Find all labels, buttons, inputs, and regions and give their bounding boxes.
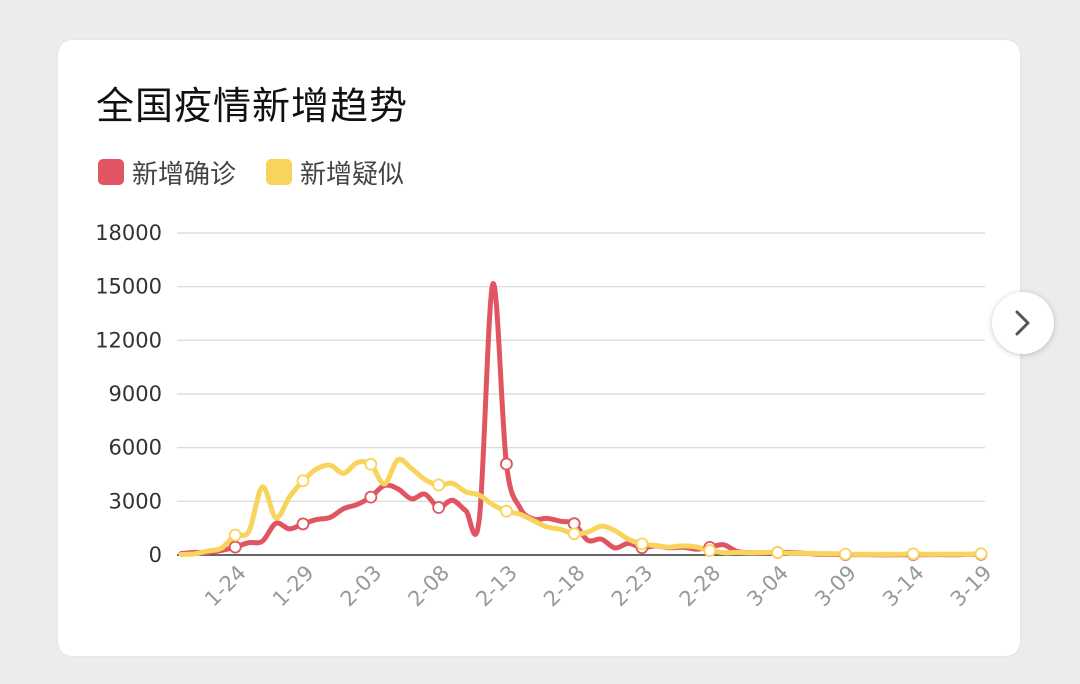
data-point-suspected (703, 544, 717, 557)
data-point-suspected (296, 474, 310, 488)
data-point-confirmed (296, 517, 310, 531)
data-point-suspected (906, 547, 920, 561)
x-tick-label: 2-28 (675, 561, 726, 612)
y-tick-label: 0 (149, 543, 162, 567)
y-tick-label: 18000 (95, 221, 162, 245)
data-point-confirmed (364, 490, 378, 504)
legend-swatch-confirmed (98, 159, 124, 185)
legend-item-suspected[interactable]: 新增疑似 (266, 154, 404, 191)
legend-label-confirmed: 新增确诊 (132, 159, 237, 190)
data-point-confirmed (228, 540, 242, 554)
x-tick-label: 2-18 (539, 561, 590, 612)
x-tick-label: 3-19 (946, 561, 997, 612)
legend-label-suspected: 新增疑似 (300, 159, 405, 190)
data-point-suspected (500, 504, 513, 518)
y-tick-label: 15000 (95, 275, 162, 299)
series-line-confirmed (178, 281, 984, 558)
data-point-suspected (771, 546, 785, 559)
x-tick-label: 3-14 (878, 561, 929, 612)
series-line-suspected (178, 456, 984, 558)
x-tick-label: 2-23 (607, 561, 658, 612)
x-tick-label: 3-09 (810, 561, 861, 612)
x-tick-label: 2-03 (336, 561, 387, 612)
chart-title: 全国疫情新增趋势 (96, 84, 409, 128)
data-point-suspected (567, 527, 581, 541)
data-point-confirmed (432, 501, 446, 514)
data-point-suspected (839, 547, 852, 561)
legend-swatch-suspected (266, 159, 293, 185)
chevron-right-icon (1015, 310, 1030, 336)
data-point-suspected (974, 547, 988, 561)
x-tick-label: 2-13 (471, 561, 522, 612)
chart-legend: 新增确诊 新增疑似 (98, 152, 434, 192)
next-chart-button[interactable] (992, 292, 1054, 354)
y-tick-label: 6000 (109, 436, 162, 460)
data-point-suspected (228, 528, 242, 542)
y-tick-label: 3000 (109, 489, 162, 513)
x-tick-label: 2-08 (403, 561, 454, 612)
data-point-suspected (364, 457, 378, 471)
data-point-suspected (635, 537, 649, 551)
legend-item-confirmed[interactable]: 新增确诊 (98, 154, 236, 191)
data-point-suspected (432, 478, 446, 492)
y-tick-label: 12000 (95, 328, 162, 352)
x-tick-label: 1-29 (268, 561, 319, 612)
x-tick-label: 3-04 (742, 561, 793, 612)
x-tick-label: 1-24 (200, 561, 251, 612)
data-point-confirmed (500, 457, 513, 471)
y-tick-label: 9000 (109, 382, 162, 406)
